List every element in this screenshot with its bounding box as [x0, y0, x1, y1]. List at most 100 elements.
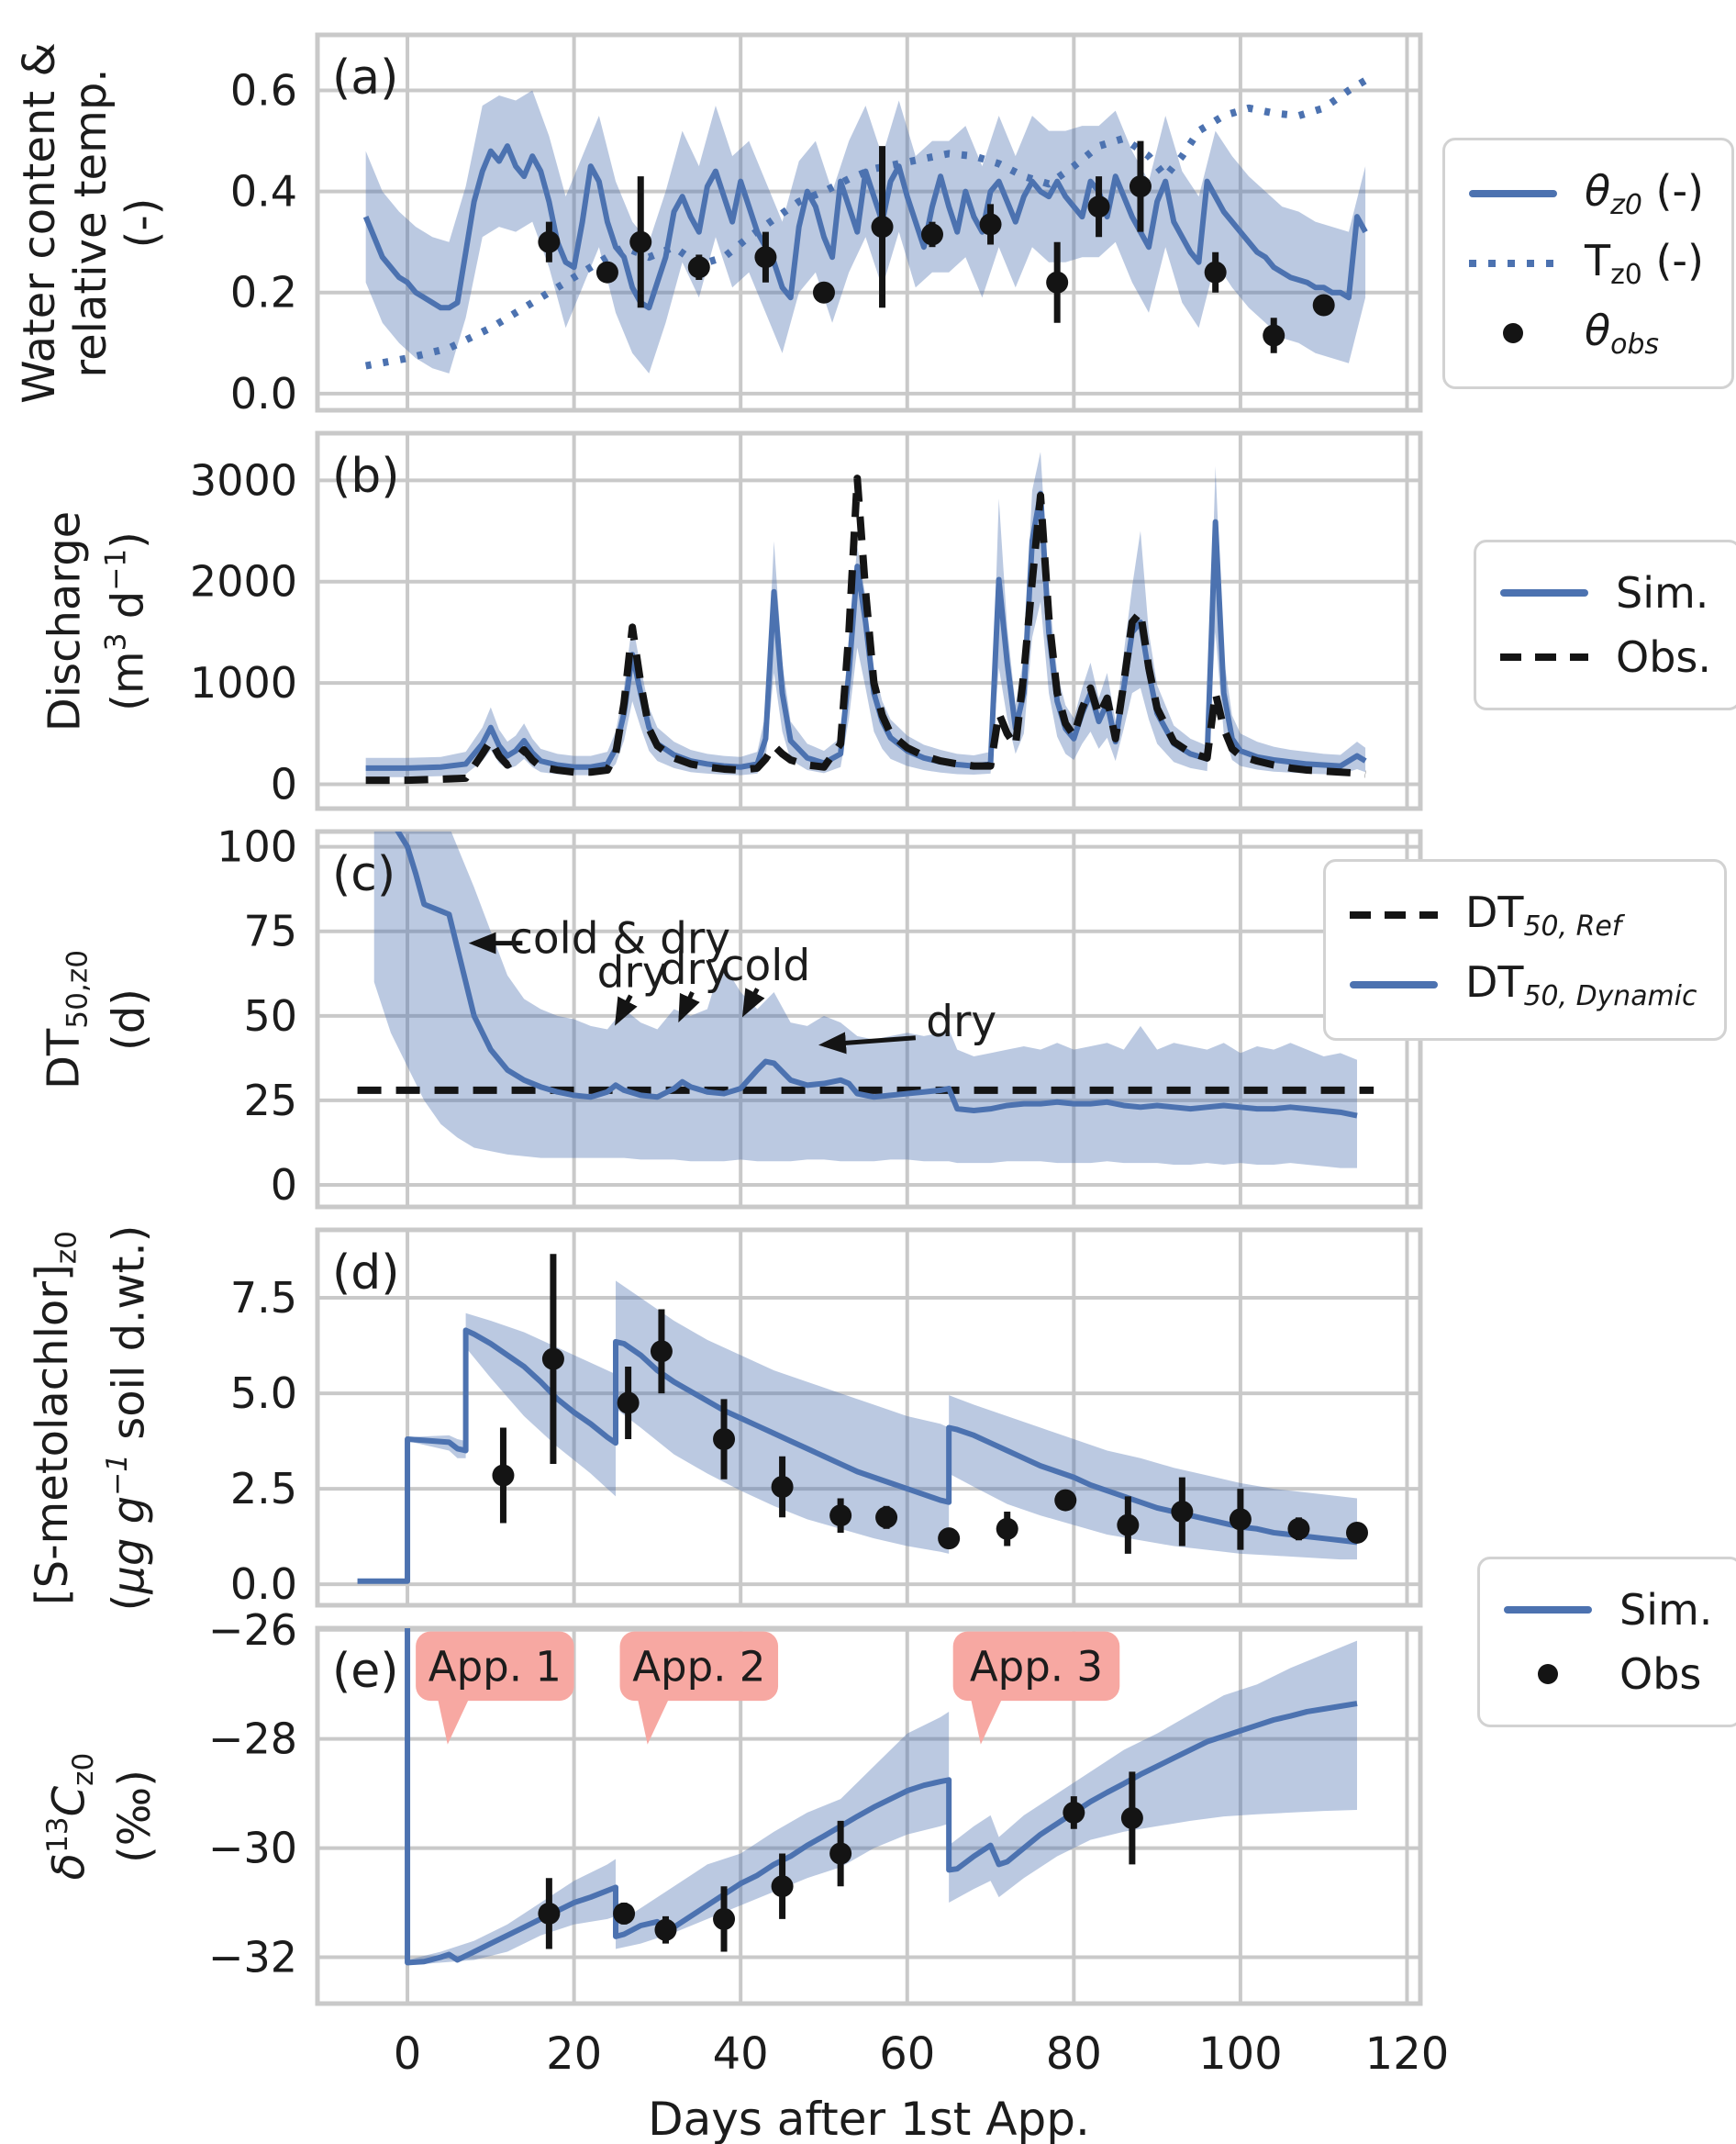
metolachlor_obs-point: [541, 1347, 564, 1370]
theta_obs-point: [1087, 195, 1110, 218]
d13c_obs-point: [771, 1875, 794, 1898]
label-part: d: [102, 590, 154, 633]
theta_obs-point: [687, 256, 710, 279]
legend-dashed-glyph: [1500, 643, 1588, 671]
legend-label: θobs: [1585, 306, 1659, 361]
legend-item: θobs: [1469, 306, 1704, 361]
x-tick-label: 40: [713, 2028, 769, 2080]
legend-item: Sim.: [1504, 1585, 1712, 1635]
panel-letter: (a): [332, 50, 398, 106]
y-tick-label: 1000: [190, 658, 297, 708]
y-tick-label: 25: [243, 1076, 297, 1125]
label-part: θ: [1585, 305, 1611, 355]
metolachlor_obs-point: [650, 1340, 673, 1363]
y-tick-label: 0.6: [230, 66, 297, 116]
theta_obs-point: [754, 246, 777, 269]
label-part: Obs.: [1616, 632, 1711, 682]
theta_obs-point: [538, 230, 561, 253]
y-tick-label: 75: [243, 907, 297, 956]
label-part: (-): [117, 197, 168, 249]
metolachlor_obs-point: [996, 1517, 1018, 1540]
panel-border: [315, 32, 1423, 413]
d13c_obs-point: [538, 1902, 561, 1925]
y-tick-label: −28: [208, 1714, 297, 1764]
x-tick-label: 120: [1365, 2028, 1450, 2080]
app-bubble-tail: [636, 1693, 672, 1745]
label-part: 50, Ref: [1523, 910, 1622, 943]
label-part: (d): [103, 988, 155, 1051]
metolachlor_obs-point: [492, 1464, 515, 1487]
metolachlor_obs-point: [1287, 1517, 1310, 1540]
legend-label: Tz0 (-): [1585, 236, 1704, 291]
legend-label: Sim.: [1619, 1585, 1712, 1635]
panel-border: [315, 1227, 1423, 1608]
legend-item: DT50, Dynamic: [1350, 957, 1697, 1012]
x-tick-label: 0: [394, 2028, 422, 2080]
theta_obs-point: [920, 223, 943, 246]
label-part: 50,z0: [61, 949, 95, 1029]
legend-label: Obs: [1619, 1649, 1701, 1699]
annotation-arrow: [678, 990, 700, 1023]
metolachlor_obs-point: [938, 1527, 961, 1550]
metolachlor_obs-point: [829, 1504, 852, 1527]
app-bubble-tail: [969, 1693, 1005, 1745]
legend-dot-glyph: [1469, 319, 1557, 347]
label-part: z0: [1610, 258, 1642, 291]
annotation-text: dry: [660, 944, 730, 995]
theta_obs-point: [1046, 271, 1069, 294]
legend-solid-glyph: [1504, 1596, 1592, 1624]
label-part: Sim.: [1619, 1585, 1713, 1635]
annotation-text: dry: [597, 947, 668, 998]
d13c_obs-point: [713, 1907, 736, 1930]
y-tick-label: −32: [208, 1932, 297, 1982]
label-part: 13: [40, 1816, 74, 1854]
legend-panel-b: Sim. Obs.: [1474, 540, 1736, 710]
theta_obs-point: [1312, 294, 1335, 317]
legend-item: Obs.: [1500, 632, 1711, 682]
y-tick-label: 5.0: [230, 1368, 297, 1418]
label-part: (m: [102, 651, 154, 711]
legend-item: Obs: [1504, 1649, 1712, 1699]
theta_obs-point: [629, 230, 652, 253]
y-tick-label: 0: [271, 1160, 297, 1210]
label-part: relative temp.: [65, 68, 117, 378]
app-bubble: [952, 1631, 1120, 1702]
theta_obs-point: [595, 261, 618, 284]
theta_obs-point: [979, 213, 1002, 236]
label-part: DT: [38, 1028, 90, 1090]
d13c_obs-point: [1063, 1801, 1085, 1824]
panel-background: [317, 35, 1420, 410]
panel-background: [317, 832, 1420, 1207]
panel-a: 0.0 0.2 0.4 0.6 (a): [230, 32, 1423, 419]
legend-solid-glyph: [1469, 180, 1557, 207]
legend-panel-a: θz0 (-) Tz0 (-) θobs: [1442, 138, 1734, 389]
ylabel-line: δ13Cz0: [32, 1532, 109, 2101]
label-part: Sim.: [1616, 568, 1709, 618]
theta_obs-point: [871, 216, 894, 239]
panel-b: 0 1000 2000 3000 (b): [190, 430, 1423, 811]
x-tick-label: 100: [1198, 2028, 1283, 2080]
y-tick-label: 0.0: [230, 1559, 297, 1609]
y-tick-label: 0.4: [230, 167, 297, 217]
label-part: (-): [1641, 235, 1704, 285]
y-tick-label: 0.2: [230, 268, 297, 318]
label-part: (‰): [109, 1770, 161, 1863]
legend-item: θz0 (-): [1469, 166, 1704, 221]
dt50-uncertainty-band: [373, 832, 1357, 1168]
y-tick-label: 2.5: [230, 1464, 297, 1513]
label-part: z0: [50, 1231, 83, 1265]
annotation-text: dry: [926, 997, 996, 1047]
label-part: −1: [99, 548, 133, 591]
annotation-text: cold: [721, 941, 811, 991]
legend-item: Tz0 (-): [1469, 236, 1704, 291]
y-tick-label: 100: [217, 822, 297, 872]
panel-c-plot-area: [357, 832, 1374, 1168]
metolachlor_obs-point: [771, 1476, 794, 1499]
y-tick-label: −30: [208, 1824, 297, 1873]
discharge_obs: [365, 475, 1366, 785]
app-bubble-label: App. 2: [632, 1642, 765, 1691]
x-axis-ticks: 0 20 40 60 80 100 120: [394, 2028, 1450, 2080]
theta_obs-point: [1129, 175, 1152, 198]
